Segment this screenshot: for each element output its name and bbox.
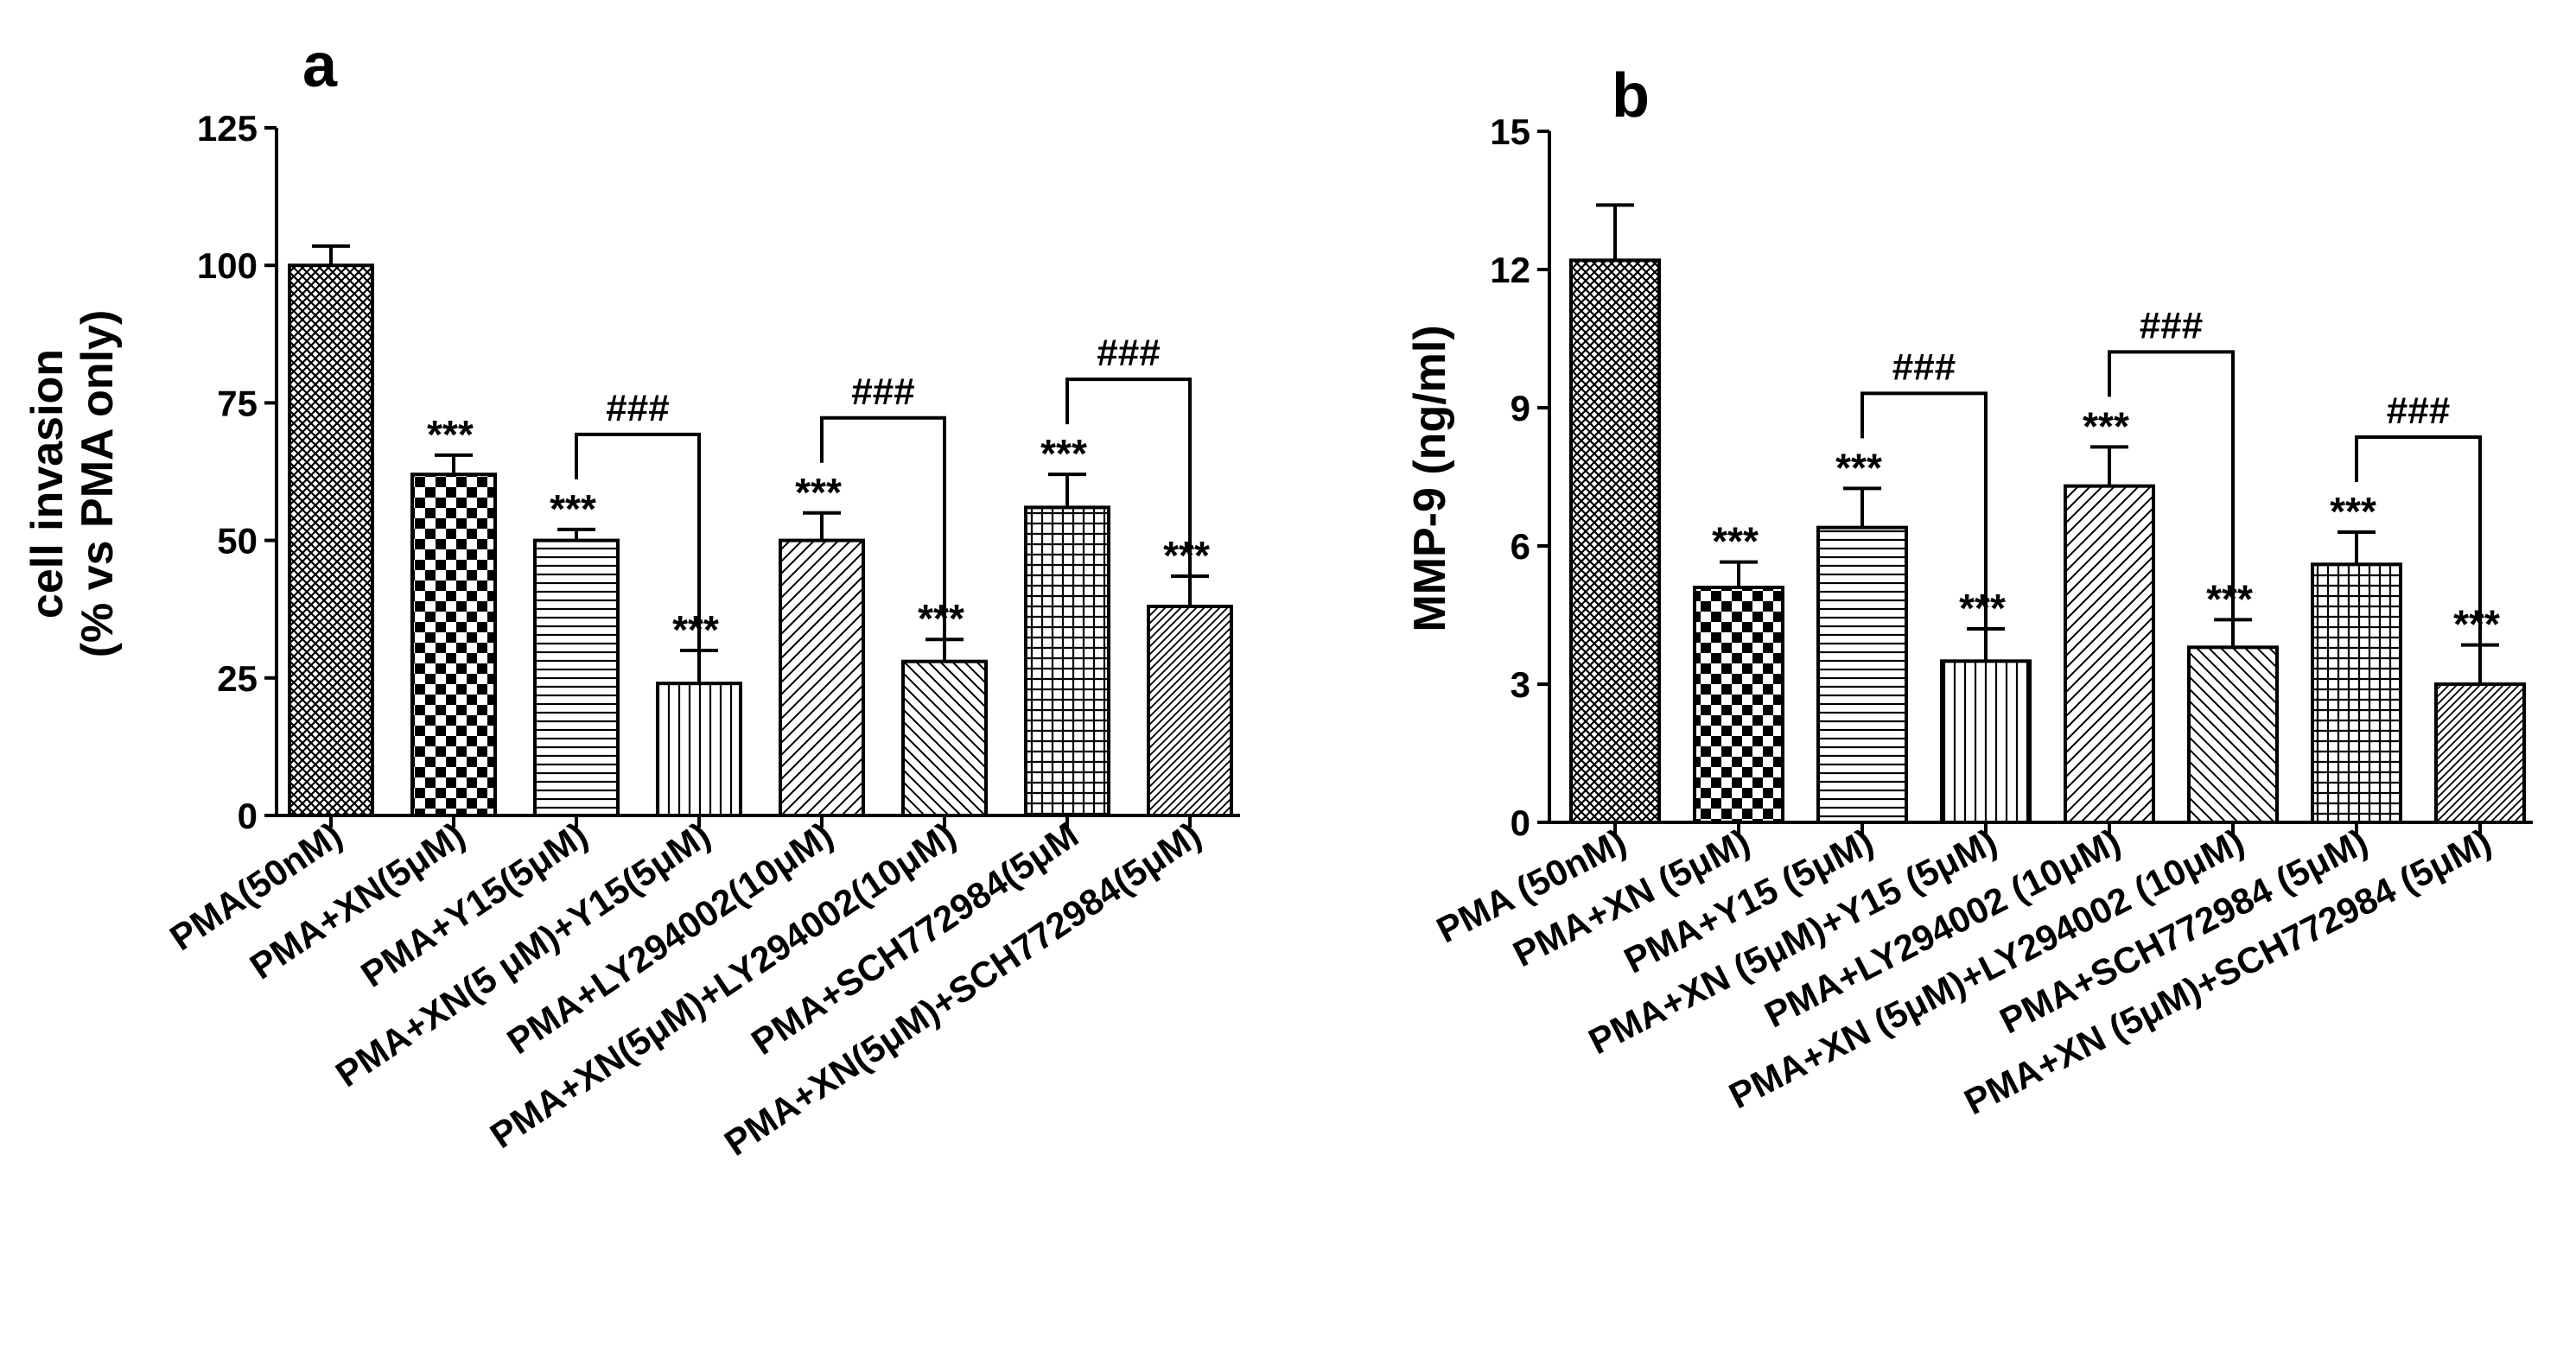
bracket-label: ### — [851, 371, 914, 413]
chart-panel-a: a 0 25 50 75 100 125 cell invasion (% vs PMA onl… — [22, 31, 1240, 1164]
y-tick-label: 25 — [217, 658, 258, 699]
y-tick-label: 50 — [217, 521, 258, 561]
significance-label: *** — [550, 486, 596, 531]
y-tick-label: 15 — [1490, 111, 1530, 152]
significance-label: *** — [672, 607, 719, 652]
bar — [1693, 586, 1784, 824]
bar — [2434, 682, 2526, 824]
significance-label: *** — [1163, 533, 1210, 578]
significance-label: *** — [1835, 445, 1882, 490]
bar — [656, 682, 742, 818]
bar — [2187, 645, 2279, 824]
bar — [901, 659, 988, 817]
y-tick-label: 0 — [238, 796, 258, 836]
comparison-bracket — [1860, 391, 1988, 648]
bar — [288, 263, 374, 817]
comparison-bracket — [2108, 350, 2235, 634]
comparison-bracket — [1065, 377, 1192, 593]
y-tick-label: 0 — [1511, 803, 1530, 843]
bracket-label: ### — [1097, 332, 1160, 374]
panel-letter: a — [302, 31, 338, 100]
bar — [410, 473, 497, 818]
significance-label: *** — [1040, 431, 1087, 476]
significance-label: *** — [918, 596, 964, 641]
y-tick-label: 9 — [1511, 388, 1530, 428]
y-tick-label: 6 — [1511, 526, 1530, 567]
significance-label: *** — [2453, 602, 2500, 647]
bar — [1940, 659, 2032, 824]
bar — [1816, 525, 1908, 825]
bar — [1024, 505, 1110, 818]
bar — [2311, 562, 2402, 824]
bracket-label: ### — [1892, 346, 1956, 388]
significance-label: *** — [2330, 489, 2376, 534]
bracket-label: ### — [2387, 390, 2450, 432]
bar — [2064, 484, 2155, 825]
comparison-bracket — [575, 432, 701, 670]
y-tick-label: 100 — [197, 245, 258, 286]
significance-label: *** — [427, 412, 474, 457]
bracket-label: ### — [2140, 304, 2203, 346]
y-axis-label: MMP-9 (ng/ml) — [1405, 325, 1455, 631]
significance-label: *** — [795, 470, 842, 515]
significance-label: *** — [1712, 519, 1759, 564]
y-tick-label: 3 — [1511, 664, 1530, 705]
y-axis-label: cell invasion — [22, 349, 73, 619]
y-tick-label: 125 — [197, 108, 258, 149]
y-tick-label: 12 — [1490, 250, 1530, 290]
comparison-bracket — [2355, 435, 2482, 670]
bar — [533, 538, 620, 817]
bar — [1569, 258, 1661, 825]
y-tick-label: 75 — [217, 383, 258, 423]
bracket-label: ### — [606, 387, 669, 429]
significance-label: *** — [1959, 586, 2006, 631]
panel-letter: b — [1612, 61, 1650, 130]
y-axis-label-line2: (% vs PMA only) — [73, 310, 123, 658]
significance-label: *** — [2083, 403, 2129, 448]
comparison-bracket — [820, 416, 946, 648]
bar — [779, 538, 865, 817]
significance-label: *** — [2206, 576, 2253, 621]
bar — [1147, 605, 1233, 817]
